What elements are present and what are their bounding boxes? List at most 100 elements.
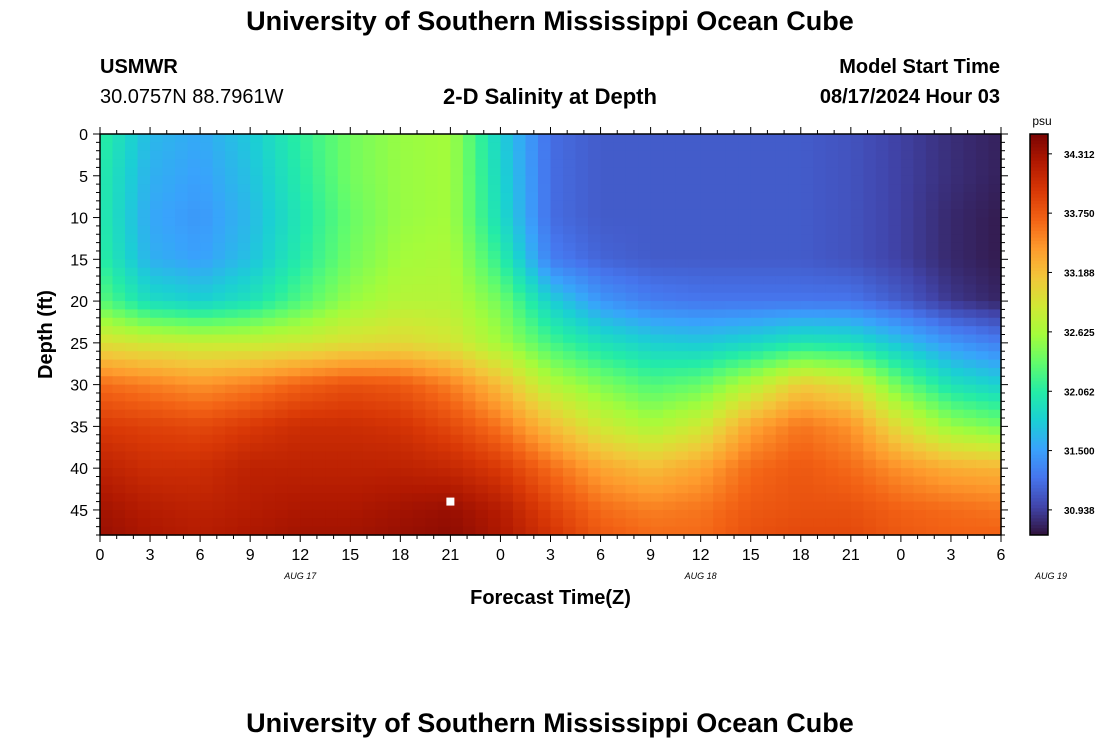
heatmap-cell (663, 250, 677, 260)
heatmap-cell (450, 142, 464, 152)
colorbar-segment (1030, 344, 1048, 349)
heatmap-cell (763, 317, 777, 327)
heatmap-cell (925, 493, 940, 503)
heatmap-cell (688, 192, 702, 202)
heatmap-cell (963, 334, 977, 344)
heatmap-cell (688, 392, 702, 402)
heatmap-cell (913, 484, 927, 494)
heatmap-cell (600, 309, 614, 319)
heatmap-cell (475, 451, 489, 461)
heatmap-cell (500, 159, 514, 169)
heatmap-cell (287, 175, 301, 185)
heatmap-cell (262, 493, 276, 503)
heatmap-cell (775, 259, 789, 269)
heatmap-cell (537, 426, 552, 436)
heatmap-cell (813, 501, 827, 511)
heatmap-cell (950, 376, 965, 386)
heatmap-cell (200, 217, 214, 227)
heatmap-cell (287, 401, 301, 411)
heatmap-cell (850, 217, 864, 227)
heatmap-cell (175, 326, 189, 336)
heatmap-cell (375, 451, 389, 461)
heatmap-cell (537, 142, 552, 152)
heatmap-cell (187, 493, 201, 503)
heatmap-cell (537, 443, 552, 453)
heatmap-cell (938, 342, 952, 352)
heatmap-cell (387, 150, 401, 160)
heatmap-cell (100, 342, 114, 352)
heatmap-cell (312, 150, 326, 160)
heatmap-cell (237, 267, 251, 277)
heatmap-cell (925, 175, 940, 185)
heatmap-cell (175, 267, 189, 277)
heatmap-cell (825, 509, 839, 519)
heatmap-cell (337, 234, 351, 244)
heatmap-cell (613, 334, 627, 344)
heatmap-cell (725, 434, 739, 444)
heatmap-cell (675, 443, 689, 453)
heatmap-cell (975, 142, 990, 152)
heatmap-cell (713, 217, 727, 227)
heatmap-cell (688, 217, 702, 227)
heatmap-cell (262, 426, 276, 436)
heatmap-cell (688, 526, 702, 536)
heatmap-cell (988, 459, 1002, 469)
heatmap-cell (225, 242, 239, 252)
heatmap-cell (750, 167, 764, 177)
heatmap-cell (287, 392, 301, 402)
colorbar-segment (1030, 314, 1048, 319)
heatmap-cell (112, 468, 126, 478)
heatmap-cell (863, 493, 877, 503)
heatmap-cell (387, 259, 401, 269)
heatmap-cell (875, 384, 889, 394)
heatmap-cell (675, 367, 689, 377)
heatmap-cell (125, 476, 139, 486)
x-tick-label: 6 (596, 547, 605, 564)
heatmap-cell (325, 509, 339, 519)
heatmap-cell (112, 451, 126, 461)
heatmap-cell (400, 484, 414, 494)
heatmap-cell (675, 142, 689, 152)
heatmap-cell (613, 443, 627, 453)
heatmap-cell (250, 259, 264, 269)
heatmap-cell (262, 175, 276, 185)
date-label: AUG 19 (1034, 571, 1067, 581)
heatmap-cell (200, 150, 214, 160)
heatmap-cell (925, 301, 940, 311)
heatmap-cell (137, 351, 151, 361)
heatmap-cell (888, 159, 902, 169)
heatmap-cell (175, 342, 189, 352)
heatmap-cell (763, 384, 777, 394)
heatmap-cell (638, 192, 652, 202)
heatmap-cell (875, 142, 889, 152)
heatmap-cell (125, 384, 139, 394)
heatmap-cell (988, 342, 1002, 352)
heatmap-cell (763, 301, 777, 311)
heatmap-cell (675, 501, 689, 511)
heatmap-cell (300, 159, 314, 169)
heatmap-cell (700, 418, 714, 427)
heatmap-cell (800, 259, 814, 269)
colorbar-segment (1030, 451, 1048, 456)
heatmap-cell (350, 150, 364, 160)
heatmap-cell (537, 217, 552, 227)
heatmap-cell (162, 267, 176, 277)
heatmap-cell (575, 309, 589, 319)
heatmap-cell (150, 326, 164, 336)
heatmap-cell (713, 184, 727, 194)
heatmap-cell (750, 317, 764, 327)
heatmap-cell (888, 342, 902, 352)
heatmap-cell (275, 384, 289, 394)
heatmap-cell (400, 301, 414, 311)
heatmap-cell (300, 250, 314, 260)
heatmap-cell (650, 409, 664, 419)
colorbar-segment (1030, 501, 1048, 506)
heatmap-cell (162, 192, 176, 202)
heatmap-cell (838, 401, 852, 411)
heatmap-cell (750, 184, 764, 194)
heatmap-cell (550, 175, 564, 185)
heatmap-cell (813, 184, 827, 194)
heatmap-cell (688, 150, 702, 160)
heatmap-cell (475, 351, 489, 361)
heatmap-cell (212, 267, 226, 277)
